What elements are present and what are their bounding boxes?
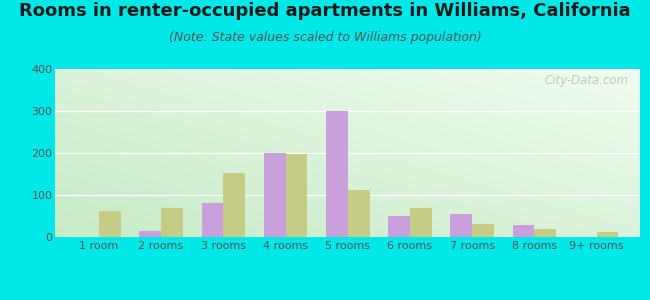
Bar bbox=[224, 173, 245, 237]
Text: Rooms in renter-occupied apartments in Williams, California: Rooms in renter-occupied apartments in W… bbox=[20, 2, 630, 20]
Bar bbox=[348, 190, 370, 237]
Bar bbox=[202, 202, 224, 237]
Bar bbox=[450, 214, 472, 237]
Bar bbox=[534, 229, 556, 237]
Text: (Note: State values scaled to Williams population): (Note: State values scaled to Williams p… bbox=[168, 32, 482, 44]
Bar bbox=[597, 232, 618, 237]
Bar bbox=[139, 231, 161, 237]
Bar bbox=[99, 211, 121, 237]
Bar bbox=[264, 153, 285, 237]
Legend: Williams, California: Williams, California bbox=[257, 298, 439, 300]
Bar bbox=[326, 111, 348, 237]
Bar bbox=[513, 225, 534, 237]
Bar bbox=[410, 208, 432, 237]
Bar bbox=[161, 208, 183, 237]
Text: City-Data.com: City-Data.com bbox=[545, 74, 629, 87]
Bar bbox=[285, 154, 307, 237]
Bar bbox=[388, 216, 410, 237]
Bar bbox=[472, 224, 494, 237]
